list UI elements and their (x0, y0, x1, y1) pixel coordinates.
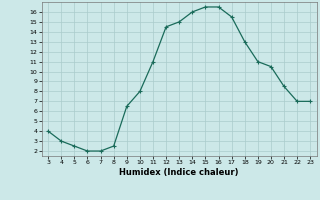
X-axis label: Humidex (Indice chaleur): Humidex (Indice chaleur) (119, 168, 239, 177)
